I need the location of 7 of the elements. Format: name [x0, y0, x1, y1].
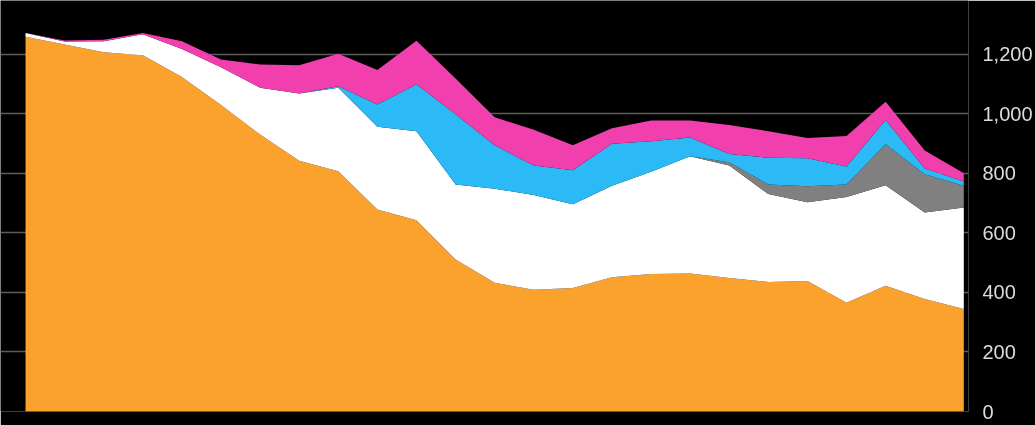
y-tick-label: 600 — [982, 221, 1016, 244]
y-tick-label: 1,000 — [982, 102, 1033, 125]
y-tick-label: 800 — [982, 162, 1016, 185]
y-tick-label: 200 — [982, 340, 1016, 363]
y-tick-label: 0 — [982, 400, 994, 423]
y-tick-label: 400 — [982, 281, 1016, 304]
y-tick-label: 1,200 — [982, 43, 1033, 66]
